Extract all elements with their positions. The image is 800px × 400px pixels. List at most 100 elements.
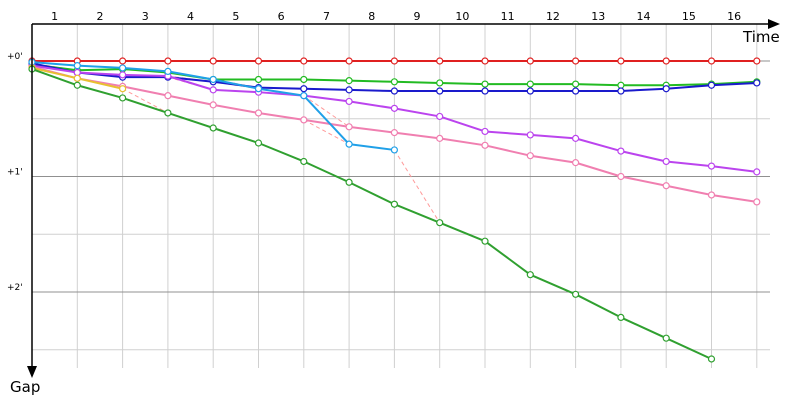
- x-tick-label: 7: [323, 10, 330, 23]
- series-point: [254, 75, 263, 84]
- series-point: [526, 80, 534, 88]
- y-tick-label: +0': [7, 52, 23, 62]
- x-tick-label: 6: [278, 10, 285, 23]
- series-point: [254, 57, 263, 65]
- connector-line: [303, 95, 350, 128]
- series-point: [481, 87, 489, 95]
- series-point: [617, 313, 625, 322]
- series-point: [526, 87, 534, 95]
- series-point: [300, 116, 308, 124]
- series-point: [526, 57, 534, 65]
- x-tick-label: 16: [727, 10, 741, 23]
- series-point: [254, 139, 263, 147]
- series-point: [345, 178, 353, 186]
- series-point: [345, 123, 353, 131]
- series-point: [571, 159, 580, 167]
- x-tick-label: 9: [414, 10, 421, 23]
- series-point: [254, 85, 263, 93]
- series-point: [571, 80, 580, 88]
- series-point: [164, 67, 172, 75]
- series-point: [617, 57, 625, 65]
- series-point: [209, 75, 217, 84]
- x-tick-label: 14: [637, 10, 651, 23]
- x-axis-title: Time: [742, 28, 780, 46]
- series-point: [345, 77, 353, 85]
- series-point: [300, 75, 308, 84]
- series-point: [390, 200, 398, 208]
- connector-line: [393, 149, 441, 223]
- series-point: [753, 79, 761, 87]
- series-point: [73, 62, 81, 70]
- series-point: [118, 57, 127, 65]
- series-point: [300, 85, 308, 93]
- series-point: [390, 57, 398, 65]
- series-point: [526, 152, 534, 160]
- series-point: [481, 141, 489, 149]
- series-point: [436, 87, 444, 95]
- series-point: [436, 219, 444, 227]
- series-point: [390, 78, 398, 86]
- series-line-7: [31, 68, 712, 360]
- series-point: [390, 104, 398, 112]
- series-point: [118, 94, 127, 102]
- series-point: [164, 109, 172, 117]
- series-point: [390, 146, 398, 154]
- x-tick-label: 1: [51, 10, 58, 23]
- series-point: [481, 80, 489, 88]
- series-point: [345, 140, 353, 148]
- series-point: [481, 57, 489, 65]
- series-point: [526, 131, 534, 139]
- series-point: [481, 127, 489, 136]
- series-point: [254, 109, 263, 117]
- tick-labels: 1 2 3 4 5 6 7 8 9 10 11 12 13 14 15 16+0'+1'+2': [7, 10, 741, 293]
- series-point: [164, 57, 172, 65]
- series-point: [118, 64, 127, 72]
- series-point: [662, 157, 670, 166]
- x-tick-label: 4: [187, 10, 194, 23]
- series-point: [571, 57, 580, 65]
- series-point: [209, 124, 217, 132]
- series-point: [481, 237, 489, 245]
- x-tick-label: 13: [591, 10, 605, 23]
- series-point: [662, 85, 670, 93]
- x-tick-label: 3: [142, 10, 149, 23]
- series-point: [617, 147, 625, 155]
- series-point: [526, 271, 534, 279]
- series-point: [164, 92, 172, 100]
- x-tick-label: 2: [96, 10, 103, 23]
- series-point: [300, 57, 308, 65]
- axes: Time Gap: [10, 19, 780, 396]
- series-point: [707, 191, 716, 199]
- series-point: [436, 79, 444, 87]
- series-point: [753, 168, 761, 176]
- series-point: [118, 71, 127, 79]
- series-point: [436, 112, 444, 121]
- series-point: [571, 134, 580, 142]
- series-point: [209, 101, 217, 109]
- series-point: [345, 57, 353, 65]
- series-point: [662, 182, 670, 190]
- series-point: [209, 57, 217, 65]
- series-point: [707, 355, 716, 363]
- series-point: [617, 81, 625, 89]
- y-axis-title: Gap: [10, 378, 40, 396]
- series-point: [209, 86, 217, 94]
- series-point: [300, 92, 308, 100]
- series-point: [345, 86, 353, 94]
- x-tick-label: 5: [232, 10, 239, 23]
- x-tick-label: 10: [455, 10, 469, 23]
- series-point: [617, 172, 625, 181]
- x-tick-label: 8: [368, 10, 375, 23]
- series-point: [707, 162, 716, 170]
- series-point: [707, 81, 716, 89]
- x-axis-arrow-icon: [768, 19, 780, 29]
- series-point: [571, 290, 580, 298]
- series-point: [662, 57, 670, 65]
- series-point: [571, 87, 580, 95]
- series-point: [345, 97, 353, 106]
- series-point: [118, 85, 127, 93]
- x-tick-label: 15: [682, 10, 696, 23]
- series-point: [436, 134, 444, 142]
- series-point: [73, 81, 81, 89]
